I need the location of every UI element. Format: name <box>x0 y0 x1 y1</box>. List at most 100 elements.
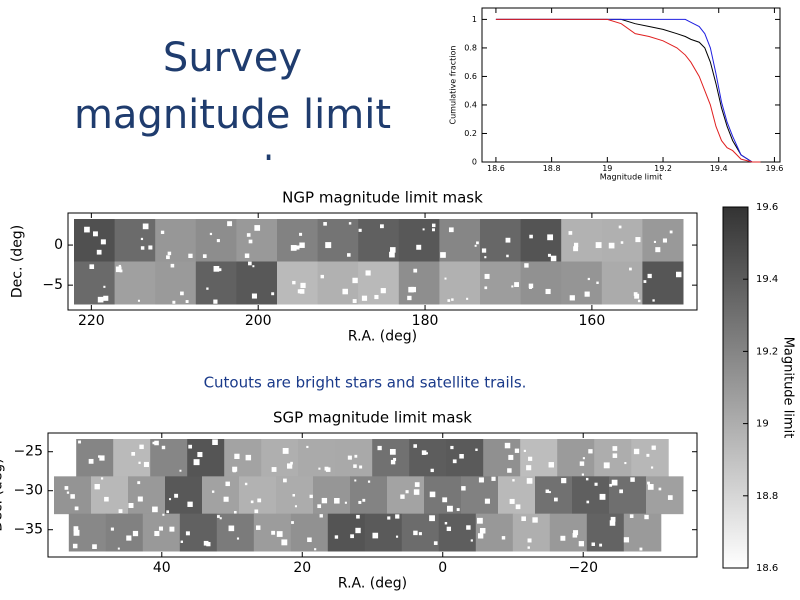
cutout <box>362 498 366 502</box>
cutout <box>318 467 321 470</box>
chart-title: SGP magnitude limit mask <box>273 409 472 427</box>
cutout <box>255 525 261 530</box>
cutout <box>119 269 123 273</box>
x-tick-label: 200 <box>245 313 272 329</box>
mask-tile <box>520 261 562 305</box>
cutout <box>286 463 293 469</box>
cutout <box>126 535 132 541</box>
cutout <box>131 452 136 456</box>
cutout <box>118 264 122 268</box>
title-box: Survey magnitude limit mask <box>74 35 391 160</box>
cutout <box>504 442 511 449</box>
cutout <box>100 239 106 245</box>
cutout <box>314 548 317 551</box>
colorbar-tick-label: 19.2 <box>756 346 778 357</box>
cutout <box>422 228 425 231</box>
cutout <box>248 261 252 266</box>
cutout <box>211 490 215 493</box>
cutout <box>618 225 622 229</box>
cutout <box>233 510 237 514</box>
cutout <box>294 505 297 508</box>
cutout <box>118 509 123 514</box>
cutout <box>389 251 395 258</box>
colorbar-tick-label: 19 <box>756 419 769 430</box>
mask-tile <box>239 476 277 515</box>
cutout <box>609 520 616 526</box>
cutout <box>620 241 624 244</box>
cutout <box>188 444 193 449</box>
cutout <box>389 448 396 455</box>
cutout <box>352 277 358 284</box>
cutout <box>97 455 101 458</box>
cutout <box>187 501 193 507</box>
cutout <box>309 494 313 499</box>
cutout <box>353 464 357 468</box>
cutout <box>594 482 598 486</box>
cutout <box>545 489 550 493</box>
cutout <box>560 535 566 541</box>
cutout <box>97 296 104 303</box>
y-axis-label: Dec. (deg) <box>10 225 26 298</box>
cutout <box>167 251 172 256</box>
cutout <box>479 528 486 534</box>
cutout <box>653 240 657 243</box>
cutout <box>354 479 357 482</box>
cutout <box>160 230 165 234</box>
cutout <box>88 458 94 464</box>
cutout <box>325 242 332 249</box>
mask-tile <box>461 476 499 515</box>
cutout <box>74 506 79 511</box>
cutout <box>387 516 391 520</box>
cutout <box>655 247 661 253</box>
cutout <box>450 445 454 450</box>
cutout <box>115 266 122 273</box>
cutout <box>250 500 254 504</box>
colorbar-tick-label: 18.8 <box>756 491 778 502</box>
x-tick-label: 19 <box>602 164 612 173</box>
cutout <box>612 446 618 451</box>
cutout <box>529 234 533 239</box>
cutout <box>466 297 469 300</box>
cutout <box>447 505 453 512</box>
cutout <box>292 280 296 285</box>
cutout <box>595 242 602 249</box>
cutout <box>361 295 368 301</box>
cutout <box>283 478 287 483</box>
cutout <box>152 441 155 445</box>
mask-tile <box>187 439 225 477</box>
cutout <box>609 483 613 487</box>
cutout <box>299 289 305 294</box>
cutout <box>137 496 143 502</box>
cutout <box>662 238 667 243</box>
cutout <box>212 439 218 446</box>
mask-tile <box>74 261 116 305</box>
cutout <box>421 450 427 455</box>
cutout <box>180 540 184 543</box>
cutout <box>348 222 352 225</box>
mask-image <box>74 219 684 305</box>
cutout <box>619 489 624 494</box>
cutout <box>244 253 250 258</box>
cutout <box>154 440 159 446</box>
cutout <box>603 462 610 469</box>
mask-tile <box>398 261 440 305</box>
cutout <box>635 237 641 243</box>
cutout <box>470 539 473 542</box>
cutout <box>170 263 175 268</box>
cutout <box>514 282 519 287</box>
cutout <box>418 532 422 536</box>
cutout <box>512 479 515 482</box>
cutout <box>169 498 172 501</box>
cutout <box>526 478 533 484</box>
cutout <box>246 233 251 237</box>
y-tick-label: −25 <box>13 444 43 460</box>
cutout <box>244 482 248 486</box>
colorbar <box>722 206 749 569</box>
cutout <box>528 456 533 461</box>
cutout <box>276 531 283 537</box>
cutout <box>476 241 479 245</box>
cutout <box>481 248 487 253</box>
x-tick-label: 20 <box>293 560 311 576</box>
cutout <box>172 300 176 304</box>
